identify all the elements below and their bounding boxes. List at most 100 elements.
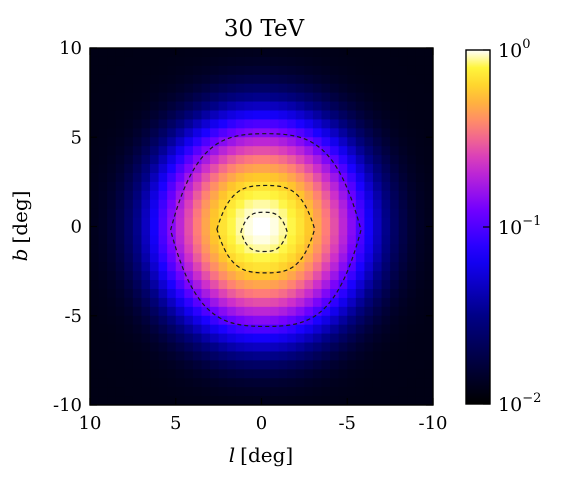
heatmap-cell	[415, 387, 426, 397]
heatmap-cell	[150, 172, 160, 183]
heatmap-cell	[381, 48, 391, 58]
heatmap-cell	[107, 208, 117, 219]
heatmap-cell	[338, 146, 348, 156]
heatmap-cell	[261, 306, 271, 317]
heatmap-cell	[132, 333, 143, 344]
heatmap-cell	[115, 306, 125, 317]
heatmap-cell	[407, 65, 417, 76]
heatmap-cell	[295, 360, 305, 370]
heatmap-cell	[364, 56, 374, 67]
heatmap-cell	[321, 315, 331, 326]
heatmap-cell	[415, 119, 426, 129]
heatmap-cell	[355, 378, 365, 388]
heatmap-cell	[347, 378, 357, 388]
heatmap-cell	[424, 101, 433, 112]
heatmap-cell	[218, 110, 228, 121]
heatmap-cell	[218, 351, 228, 361]
heatmap-cell	[398, 369, 408, 379]
heatmap-cell	[270, 333, 280, 344]
heatmap-cell	[330, 226, 340, 237]
heatmap-cell	[338, 48, 348, 58]
heatmap-cell	[261, 297, 271, 308]
heatmap-cell	[98, 208, 108, 219]
heatmap-cell	[270, 306, 280, 317]
heatmap-cell	[201, 324, 211, 335]
heatmap-cell	[167, 119, 177, 129]
heatmap-cell	[321, 306, 331, 317]
heatmap-cell	[364, 74, 374, 85]
heatmap-cell	[115, 92, 125, 103]
heatmap-cell	[390, 360, 400, 370]
x-tick-label: -5	[338, 413, 356, 434]
heatmap-cell	[424, 199, 433, 210]
heatmap-cell	[415, 235, 426, 245]
heatmap-cell	[381, 342, 391, 353]
heatmap-cell	[184, 351, 194, 361]
heatmap-cell	[184, 137, 194, 147]
heatmap-cell	[398, 378, 408, 388]
heatmap-cell	[201, 244, 211, 254]
heatmap-cell	[90, 190, 100, 201]
heatmap-cell	[390, 253, 400, 263]
heatmap-cell	[424, 226, 433, 237]
heatmap-cell	[364, 333, 374, 344]
heatmap-cell	[98, 315, 108, 326]
heatmap-cell	[407, 217, 417, 228]
heatmap-cell	[235, 226, 245, 237]
heatmap-cell	[330, 369, 340, 379]
heatmap-cell	[261, 360, 271, 370]
heatmap-cell	[330, 83, 340, 94]
heatmap-cell	[304, 351, 314, 361]
heatmap-cell	[398, 92, 408, 103]
heatmap-cell	[372, 324, 383, 335]
heatmap-cell	[115, 342, 125, 353]
heatmap-cell	[235, 387, 245, 397]
heatmap-cell	[398, 351, 408, 361]
heatmap-cell	[407, 190, 417, 201]
heatmap-cell	[321, 271, 331, 281]
heatmap-cell	[90, 235, 100, 245]
heatmap-cell	[415, 181, 426, 192]
heatmap-cell	[210, 181, 220, 192]
heatmap-cell	[364, 155, 374, 165]
heatmap-cell	[381, 137, 391, 147]
heatmap-cell	[210, 172, 220, 183]
heatmap-cell	[124, 172, 134, 183]
heatmap-cell	[295, 56, 305, 67]
heatmap-cell	[407, 271, 417, 281]
heatmap-cell	[355, 280, 365, 290]
heatmap-cell	[287, 92, 297, 103]
heatmap-cell	[124, 137, 134, 147]
heatmap-cell	[218, 280, 228, 290]
heatmap-cell	[390, 342, 400, 353]
heatmap-cell	[98, 351, 108, 361]
heatmap-cell	[175, 83, 185, 94]
heatmap-cell	[107, 244, 117, 254]
heatmap-cell	[167, 83, 177, 94]
heatmap-cell	[218, 199, 228, 210]
heatmap-cell	[424, 48, 433, 58]
heatmap-cell	[407, 137, 417, 147]
heatmap-cell	[321, 253, 331, 263]
heatmap-cell	[107, 119, 117, 129]
heatmap-cell	[415, 288, 426, 299]
heatmap-cell	[372, 101, 383, 112]
heatmap-cell	[98, 83, 108, 94]
heatmap-cell	[321, 360, 331, 370]
heatmap-cell	[278, 65, 288, 76]
chart-title: 30 TeV	[224, 16, 305, 42]
heatmap-cell	[124, 181, 134, 192]
heatmap-cell	[201, 360, 211, 370]
heatmap-cell	[107, 83, 117, 94]
heatmap-cell	[107, 297, 117, 308]
heatmap-cell	[244, 378, 254, 388]
contour-lines	[169, 133, 362, 328]
heatmap-cell	[252, 360, 263, 370]
heatmap-cell	[330, 351, 340, 361]
heatmap-cell	[304, 333, 314, 344]
heatmap-cell	[201, 128, 211, 138]
heatmap-cell	[184, 369, 194, 379]
heatmap-cell	[295, 110, 305, 121]
heatmap-cell	[287, 306, 297, 317]
heatmap-cell	[218, 155, 228, 165]
